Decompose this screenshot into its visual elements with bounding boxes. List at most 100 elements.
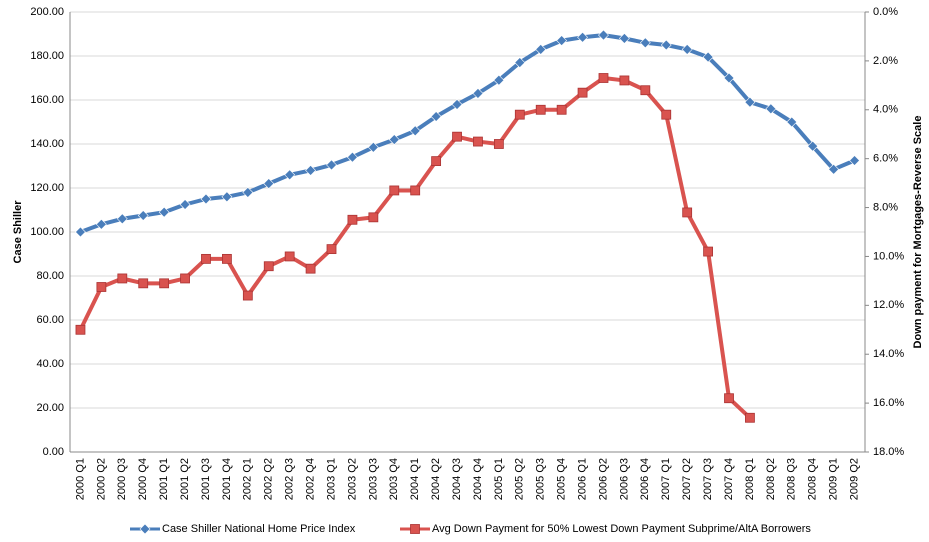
y-tick-label: 140.00 — [30, 138, 64, 150]
x-tick-label: 2002 Q2 — [263, 458, 275, 500]
point — [138, 278, 149, 289]
point — [619, 75, 630, 86]
x-tick-label: 2007 Q3 — [702, 458, 714, 500]
legend-label: Avg Down Payment for 50% Lowest Down Pay… — [432, 523, 811, 535]
x-tick-label: 2007 Q2 — [681, 458, 693, 500]
point — [577, 87, 588, 98]
point — [681, 43, 693, 55]
y-tick-label: 100.00 — [30, 226, 64, 238]
point — [116, 213, 128, 225]
point — [807, 140, 819, 152]
point — [451, 98, 463, 110]
point — [640, 85, 651, 96]
point — [514, 109, 525, 120]
y2-tick-label: 6.0% — [873, 153, 898, 165]
point — [493, 139, 504, 149]
point — [410, 524, 420, 534]
point — [452, 131, 462, 142]
point — [430, 111, 442, 122]
x-tick-label: 2006 Q4 — [639, 458, 651, 500]
x-tick-label: 2005 Q4 — [556, 458, 568, 500]
point — [263, 178, 275, 190]
x-tick-label: 2008 Q4 — [807, 458, 819, 500]
x-tick-label: 2007 Q4 — [723, 458, 735, 500]
point — [556, 104, 567, 115]
point — [745, 412, 755, 423]
y2-tick-label: 0.0% — [873, 6, 898, 18]
y2-tick-label: 16.0% — [873, 397, 904, 409]
point — [95, 218, 107, 230]
y-tick-label: 60.00 — [36, 314, 64, 326]
point — [682, 207, 693, 218]
x-tick-label: 2006 Q2 — [597, 458, 609, 500]
point — [75, 324, 86, 335]
point — [472, 87, 484, 99]
x-tick-label: 2007 Q1 — [660, 458, 672, 500]
point — [535, 104, 546, 115]
x-tick-label: 2004 Q4 — [472, 458, 484, 500]
y2-tick-label: 18.0% — [873, 446, 904, 458]
point — [159, 278, 170, 289]
x-tick-label: 2009 Q1 — [828, 458, 840, 500]
x-tick-label: 2002 Q1 — [242, 458, 254, 500]
point — [117, 273, 128, 284]
point — [326, 244, 337, 255]
point — [137, 210, 149, 221]
point — [765, 103, 777, 115]
y-tick-label: 20.00 — [36, 402, 64, 414]
y2-tick-label: 14.0% — [873, 348, 904, 360]
point — [702, 51, 714, 63]
point — [389, 185, 400, 196]
y2-tick-label: 10.0% — [873, 250, 904, 262]
x-tick-label: 2000 Q2 — [95, 458, 107, 500]
point — [347, 214, 358, 225]
x-tick-label: 2003 Q1 — [325, 458, 337, 500]
x-tick-label: 2004 Q3 — [451, 458, 463, 500]
y-tick-label: 200.00 — [30, 6, 64, 18]
y-tick-label: 80.00 — [36, 270, 64, 282]
point — [409, 125, 421, 137]
x-tick-label: 2008 Q1 — [744, 458, 756, 500]
y2-tick-label: 12.0% — [873, 299, 904, 311]
x-tick-label: 2003 Q3 — [367, 458, 379, 500]
point — [263, 261, 274, 272]
x-tick-label: 2004 Q1 — [409, 458, 421, 500]
point — [703, 246, 713, 257]
y-axis-title: Case Shiller — [12, 200, 24, 264]
point — [75, 226, 86, 238]
point — [723, 72, 735, 84]
point — [514, 57, 526, 69]
point — [284, 169, 296, 181]
point — [577, 31, 588, 43]
x-tick-label: 2002 Q4 — [304, 458, 316, 500]
point — [388, 134, 400, 146]
point — [305, 164, 317, 176]
x-tick-label: 2008 Q2 — [765, 458, 777, 500]
point — [180, 273, 190, 284]
x-tick-label: 2005 Q2 — [514, 458, 526, 500]
x-tick-label: 2001 Q4 — [221, 458, 233, 500]
point — [242, 290, 253, 301]
point — [284, 251, 295, 262]
point — [724, 393, 734, 404]
point — [221, 191, 233, 203]
point — [786, 116, 798, 128]
y2-tick-label: 2.0% — [873, 55, 898, 67]
point — [744, 96, 756, 108]
y-tick-label: 120.00 — [30, 182, 64, 194]
point — [158, 206, 170, 218]
point — [222, 253, 232, 264]
x-tick-label: 2006 Q1 — [576, 458, 588, 500]
y2-axis-title: Down payment for Mortgages-Reverse Scale — [912, 116, 924, 349]
point — [618, 32, 630, 44]
x-tick-label: 2000 Q1 — [74, 458, 86, 500]
legend-label: Case Shiller National Home Price Index — [162, 523, 356, 535]
point — [493, 74, 505, 86]
point — [179, 199, 191, 210]
point — [535, 43, 547, 55]
x-tick-label: 2006 Q3 — [618, 458, 630, 500]
point — [368, 212, 379, 223]
x-tick-label: 2003 Q4 — [388, 458, 400, 500]
point — [598, 29, 609, 41]
